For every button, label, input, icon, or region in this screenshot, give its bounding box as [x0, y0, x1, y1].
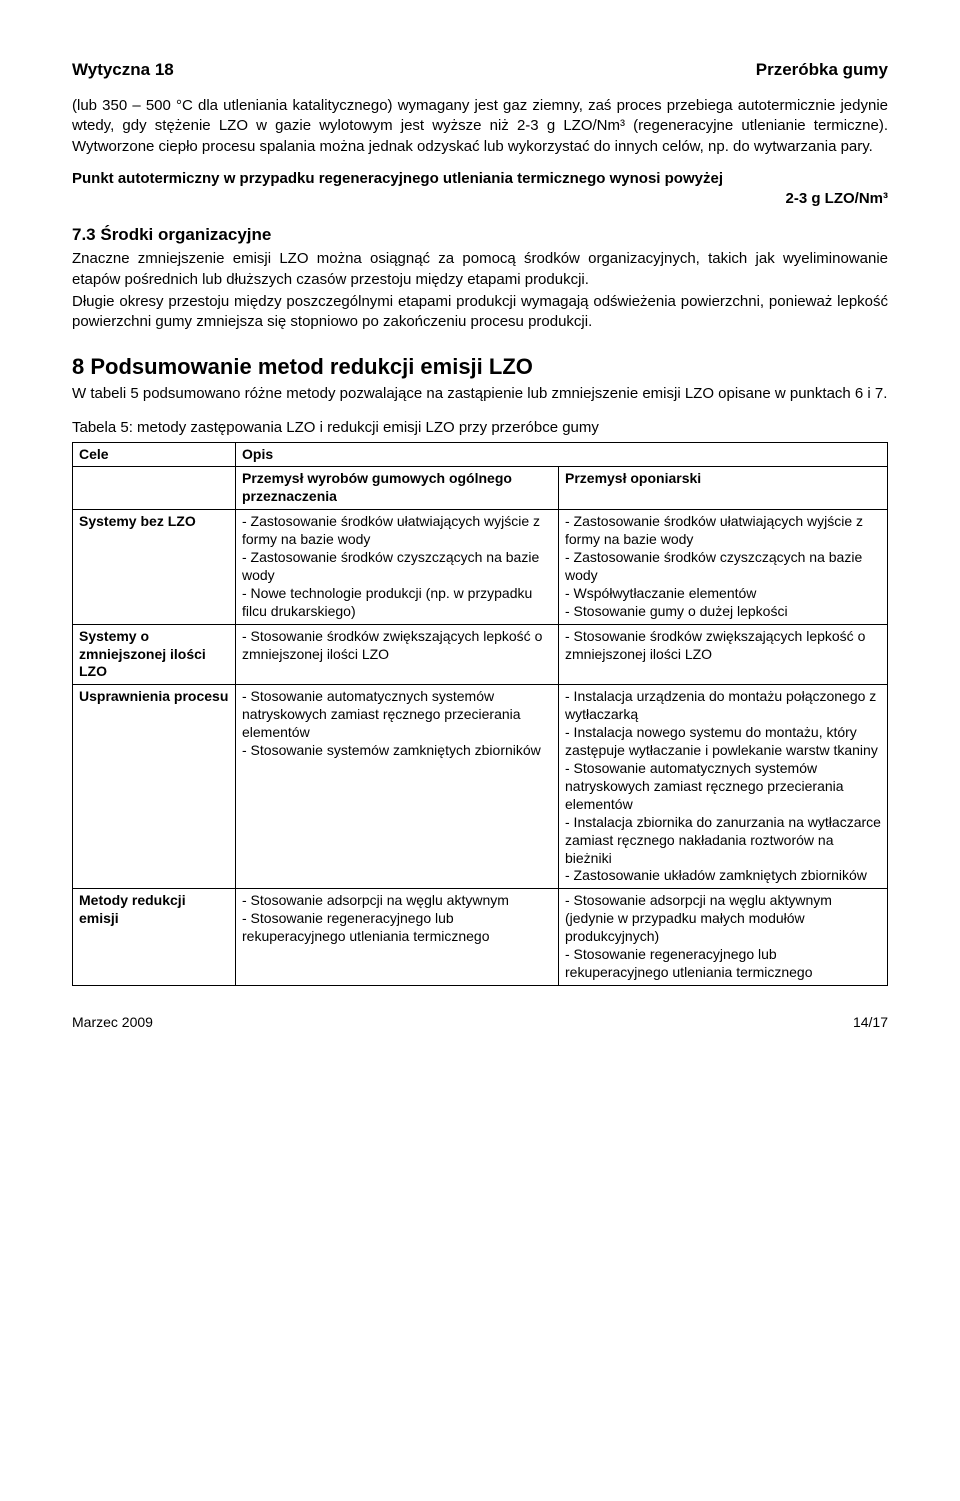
table-caption: Tabela 5: metody zastępowania LZO i redu…: [72, 419, 888, 436]
head-cele: Cele: [73, 442, 236, 467]
list-item: - Zastosowanie środków ułatwiających wyj…: [565, 513, 881, 549]
row-label: Systemy bez LZO: [73, 510, 236, 624]
list-item: - Zastosowanie środków czyszczących na b…: [565, 549, 881, 585]
section-7-3-para-b: Długie okresy przestoju między poszczegó…: [72, 292, 888, 333]
cell-a: - Stosowanie środków zwiększających lepk…: [236, 624, 559, 685]
table-row: Systemy bez LZO - Zastosowanie środków u…: [73, 510, 888, 624]
table-row: Przemysł wyrobów gumowych ogólnego przez…: [73, 467, 888, 510]
row-label: Usprawnienia procesu: [73, 685, 236, 889]
autothermal-line2: 2-3 g LZO/Nm³: [72, 189, 888, 209]
list-item: - Stosowanie adsorpcji na węglu aktywnym…: [565, 892, 881, 946]
list-item: - Instalacja nowego systemu do montażu, …: [565, 724, 881, 760]
header-right: Przeróbka gumy: [756, 60, 888, 80]
paragraph-intro: (lub 350 – 500 °C dla utleniania katalit…: [72, 96, 888, 157]
table-row: Usprawnienia procesu - Stosowanie automa…: [73, 685, 888, 889]
list-item: - Stosowanie automatycznych systemów nat…: [565, 760, 881, 814]
list-item: - Stosowanie regeneracyjnego lub rekuper…: [565, 946, 881, 982]
list-item: - Stosowanie gumy o dużej lepkości: [565, 603, 881, 621]
header-left: Wytyczna 18: [72, 60, 174, 80]
page-header: Wytyczna 18 Przeróbka gumy: [72, 60, 888, 80]
autothermal-note: Punkt autotermiczny w przypadku regenera…: [72, 169, 888, 210]
row-label: Systemy o zmniejszonej ilości LZO: [73, 624, 236, 685]
list-item: - Nowe technologie produkcji (np. w przy…: [242, 585, 552, 621]
head-col-a: Przemysł wyrobów gumowych ogólnego przez…: [236, 467, 559, 510]
footer-left: Marzec 2009: [72, 1014, 153, 1030]
list-item: - Instalacja urządzenia do montażu połąc…: [565, 688, 881, 724]
table-row: Metody redukcji emisji - Stosowanie adso…: [73, 889, 888, 986]
list-item: - Stosowanie środków zwiększających lepk…: [242, 628, 552, 664]
row-label: Metody redukcji emisji: [73, 889, 236, 986]
table-row: Cele Opis: [73, 442, 888, 467]
section-7-3-title: 7.3 Środki organizacyjne: [72, 225, 888, 245]
cell-b: - Stosowanie środków zwiększających lepk…: [559, 624, 888, 685]
list-item: - Zastosowanie środków czyszczących na b…: [242, 549, 552, 585]
list-item: - Zastosowanie układów zamkniętych zbior…: [565, 867, 881, 885]
list-item: - Stosowanie regeneracyjnego lub rekuper…: [242, 910, 552, 946]
page: Wytyczna 18 Przeróbka gumy (lub 350 – 50…: [0, 0, 960, 1070]
footer-right: 14/17: [853, 1014, 888, 1030]
cell-b: - Instalacja urządzenia do montażu połąc…: [559, 685, 888, 889]
list-item: - Stosowanie systemów zamkniętych zbiorn…: [242, 742, 552, 760]
head-empty: [73, 467, 236, 510]
head-opis: Opis: [236, 442, 888, 467]
head-col-b: Przemysł oponiarski: [559, 467, 888, 510]
autothermal-line1: Punkt autotermiczny w przypadku regenera…: [72, 169, 888, 189]
list-item: - Stosowanie środków zwiększających lepk…: [565, 628, 881, 664]
section-8-title: 8 Podsumowanie metod redukcji emisji LZO: [72, 354, 888, 380]
methods-table: Cele Opis Przemysł wyrobów gumowych ogól…: [72, 442, 888, 986]
table-row: Systemy o zmniejszonej ilości LZO - Stos…: [73, 624, 888, 685]
list-item: - Zastosowanie środków ułatwiających wyj…: [242, 513, 552, 549]
section-8-para: W tabeli 5 podsumowano różne metody pozw…: [72, 384, 888, 404]
section-7-3-para-a: Znaczne zmniejszenie emisji LZO można os…: [72, 249, 888, 290]
cell-a: - Stosowanie automatycznych systemów nat…: [236, 685, 559, 889]
page-footer: Marzec 2009 14/17: [72, 1014, 888, 1030]
cell-b: - Stosowanie adsorpcji na węglu aktywnym…: [559, 889, 888, 986]
cell-a: - Zastosowanie środków ułatwiających wyj…: [236, 510, 559, 624]
cell-a: - Stosowanie adsorpcji na węglu aktywnym…: [236, 889, 559, 986]
list-item: - Stosowanie adsorpcji na węglu aktywnym: [242, 892, 552, 910]
list-item: - Współwytłaczanie elementów: [565, 585, 881, 603]
list-item: - Instalacja zbiornika do zanurzania na …: [565, 814, 881, 868]
cell-b: - Zastosowanie środków ułatwiających wyj…: [559, 510, 888, 624]
list-item: - Stosowanie automatycznych systemów nat…: [242, 688, 552, 742]
